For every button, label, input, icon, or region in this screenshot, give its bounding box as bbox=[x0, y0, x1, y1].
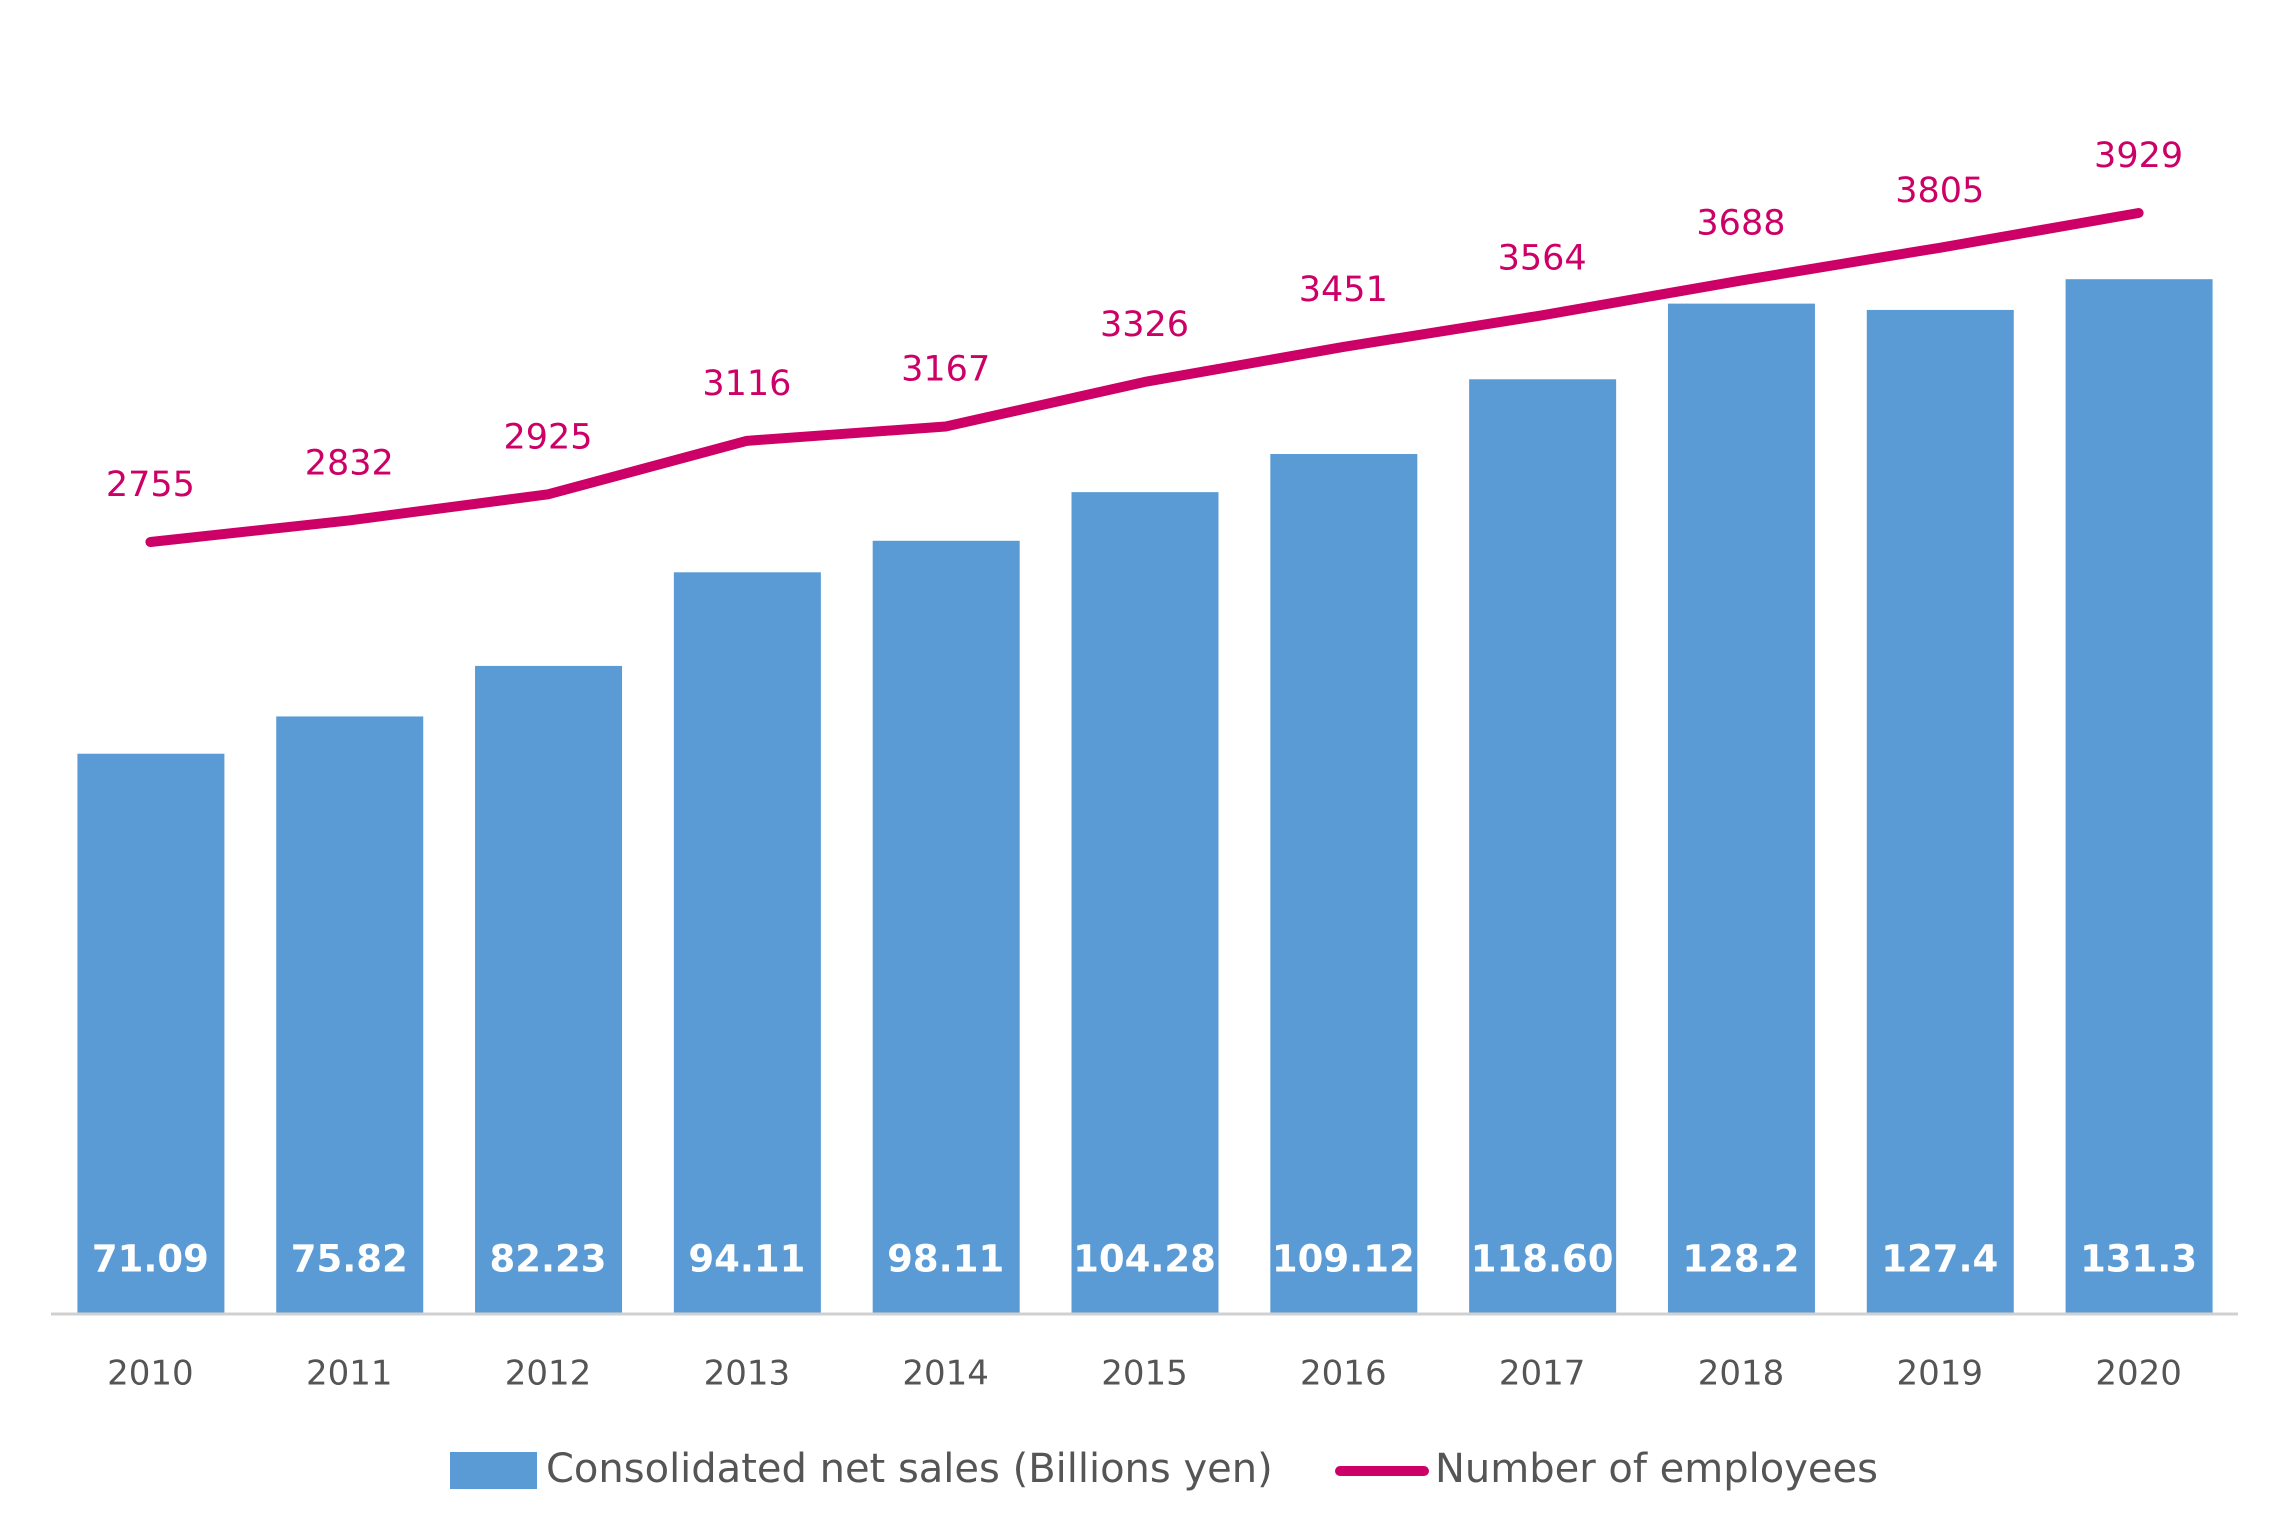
bar bbox=[1667, 303, 1815, 1314]
bar-value-label: 94.11 bbox=[688, 1238, 805, 1281]
bar-value-label: 118.60 bbox=[1471, 1238, 1614, 1281]
bar-value-label: 71.09 bbox=[92, 1238, 209, 1281]
x-tick-label: 2010 bbox=[107, 1354, 194, 1394]
bar-value-label: 127.4 bbox=[1881, 1238, 1998, 1281]
line-value-label: 3451 bbox=[1299, 270, 1388, 310]
line-value-label: 3116 bbox=[702, 364, 791, 404]
bar bbox=[1270, 453, 1418, 1314]
line-value-label: 3167 bbox=[901, 350, 990, 390]
bar bbox=[1866, 309, 2014, 1315]
x-tick-label: 2017 bbox=[1499, 1354, 1586, 1394]
bar bbox=[673, 572, 821, 1314]
x-tick-label: 2014 bbox=[902, 1354, 989, 1394]
x-tick-label: 2011 bbox=[306, 1354, 393, 1394]
bar-value-label: 82.23 bbox=[490, 1238, 607, 1281]
line-value-label: 3805 bbox=[1895, 171, 1984, 211]
bar bbox=[872, 540, 1020, 1314]
bar bbox=[2065, 279, 2213, 1314]
bar bbox=[1071, 492, 1219, 1314]
legend-label: Number of employees bbox=[1435, 1446, 1878, 1492]
line-value-label: 2755 bbox=[106, 465, 195, 505]
bar bbox=[475, 665, 623, 1314]
x-tick-label: 2013 bbox=[704, 1354, 791, 1394]
line-value-label: 2832 bbox=[305, 443, 394, 483]
line-value-label: 3326 bbox=[1100, 305, 1189, 345]
bar-value-label: 98.11 bbox=[887, 1238, 1004, 1281]
line-value-label: 3929 bbox=[2094, 136, 2183, 176]
legend-swatch bbox=[450, 1452, 537, 1489]
x-tick-label: 2015 bbox=[1101, 1354, 1188, 1394]
bar-value-label: 75.82 bbox=[291, 1238, 408, 1281]
bar-value-label: 131.3 bbox=[2080, 1238, 2197, 1281]
x-tick-label: 2018 bbox=[1698, 1354, 1785, 1394]
line-value-label: 3688 bbox=[1696, 204, 1785, 244]
bar bbox=[77, 753, 225, 1314]
bar bbox=[276, 716, 424, 1314]
x-tick-label: 2019 bbox=[1897, 1354, 1984, 1394]
line-value-label: 3564 bbox=[1498, 238, 1587, 278]
bar-value-label: 109.12 bbox=[1272, 1238, 1415, 1281]
bar-value-label: 128.2 bbox=[1682, 1238, 1799, 1281]
x-tick-label: 2020 bbox=[2095, 1354, 2182, 1394]
line-value-label: 2925 bbox=[504, 417, 593, 457]
legend-label: Consolidated net sales (Billions yen) bbox=[546, 1446, 1273, 1492]
x-tick-label: 2012 bbox=[505, 1354, 592, 1394]
bar bbox=[1469, 379, 1617, 1314]
bar-value-label: 104.28 bbox=[1073, 1238, 1216, 1281]
employees-line bbox=[145, 208, 2144, 547]
x-tick-label: 2016 bbox=[1300, 1354, 1387, 1394]
